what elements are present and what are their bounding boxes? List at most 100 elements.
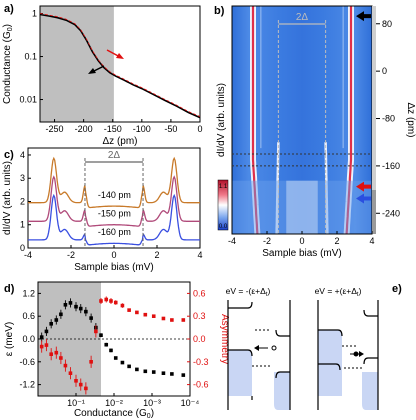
panel-a-ylabel: Conductance (G0) — [2, 24, 14, 104]
panel-d-point — [78, 306, 83, 311]
panel-a-label: a) — [4, 3, 14, 15]
panel-a: a) -250 -200 -150 -100 -50 0 1 0.1 0.01 Δz (pm)… — [2, 3, 203, 147]
panel-b-arrow-marker — [356, 193, 371, 204]
panel-d-point — [99, 333, 103, 337]
panel-d-ylabel: ε (meV) — [4, 322, 15, 356]
panel-c-gap-label: 2Δ — [108, 150, 121, 161]
panel-c-x-tick-label: 4 — [197, 250, 202, 260]
panel-b-ylabel: dI/dV (arb. units) — [216, 83, 227, 157]
panel-a-y-ticks: 1 0.1 0.01 — [19, 9, 43, 105]
right-arrow-head — [359, 351, 364, 357]
panel-a-y-tick-label: 0.01 — [19, 95, 37, 105]
panel-c-y-ticks: 0 1 2 3 4 — [20, 150, 31, 253]
panel-d-point — [94, 329, 98, 334]
panel-c-curve — [28, 193, 200, 246]
panel-a-xlabel: Δz (pm) — [102, 136, 137, 147]
panel-d-point — [99, 299, 103, 303]
panel-d-point — [68, 301, 73, 305]
panel-c-x-tick-label: 0 — [111, 250, 116, 260]
schematic-left-label: eV = -(ε+Δt) — [226, 286, 271, 298]
panel-b-x-tick-label: -4 — [228, 236, 236, 246]
panel-d-point — [39, 335, 44, 339]
panel-d-y2-tick-label: -0.6 — [193, 380, 209, 390]
panel-d-y-tick-label: 0.0 — [22, 334, 35, 344]
panel-a-x-tick-label: 0 — [197, 124, 202, 134]
panel-c-series-label: -150 pm — [98, 209, 131, 219]
panel-b-arrow-marker — [356, 181, 371, 192]
panel-d-point — [78, 382, 83, 387]
panel-b-x-tick-label: 0 — [299, 236, 304, 246]
panel-a-x-tick-label: -100 — [133, 124, 151, 134]
panel-d-y2-tick-label: 0.6 — [193, 288, 206, 298]
heatmap-center-region — [286, 180, 318, 234]
right-tip-dos — [318, 330, 342, 396]
panel-b-y2-tick-label: -240 — [382, 208, 400, 218]
panel-d-xlabel: Conductance (G0) — [74, 408, 154, 420]
panel-d-point — [161, 316, 166, 321]
panel-d-y-tick-label: 0.6 — [22, 311, 35, 321]
panel-b-axis-strip — [372, 6, 376, 234]
panel-a-x-tick-label: -150 — [104, 124, 122, 134]
panel-c-series-label: -140 pm — [98, 190, 131, 200]
panel-d-y-tick-label: -0.6 — [19, 357, 35, 367]
left-electron-icon — [271, 345, 277, 351]
schematic-right — [317, 300, 379, 410]
right-sample-outline — [363, 300, 379, 410]
panel-d-y-ticks: 1.2 0.6 0.0 -0.6 -1.2 — [19, 288, 41, 390]
panel-d-point — [54, 350, 59, 355]
panel-d-point — [39, 344, 44, 349]
panel-d-y2-tick-label: 0.0 — [193, 334, 206, 344]
panel-c-x-tick-label: 2 — [154, 250, 159, 260]
panel-b: b) — [214, 5, 416, 259]
panel-d-y2-tick-label: 0.3 — [193, 311, 206, 321]
panel-d-point — [74, 304, 78, 309]
panel-a-frame — [39, 5, 201, 123]
panel-a-shade — [40, 6, 114, 122]
panel-c-label: c) — [4, 149, 14, 161]
panel-d-point — [44, 329, 49, 334]
panel-d-point — [59, 312, 63, 317]
panel-a-red-arrow — [106, 49, 124, 59]
heatmap-peak-line — [345, 6, 353, 234]
panel-d-point — [63, 303, 68, 307]
panel-d-point — [59, 356, 63, 360]
panel-c-series-label: -160 pm — [98, 227, 131, 237]
panel-d-point — [143, 369, 148, 374]
panel-b-y2-tick-label: 0 — [382, 66, 387, 76]
left-tip-dos — [228, 350, 252, 396]
panel-c-curves — [28, 156, 200, 246]
panel-b-xlabel: Sample bias (mV) — [262, 248, 341, 259]
panel-c-legend: -140 pm -150 pm -160 pm — [98, 190, 131, 237]
panel-e-label: e) — [392, 283, 402, 295]
panel-b-y2label: Δz (pm) — [405, 102, 416, 137]
right-sample-dos — [362, 372, 378, 410]
panel-d-x-ticks: 10⁻¹ 10⁻² 10⁻³ 10⁻⁴ — [67, 393, 199, 408]
panel-d-label: d) — [4, 283, 15, 295]
colorbar-top-label: 1.1 — [219, 184, 228, 190]
panel-b-x-tick-label: 4 — [369, 236, 374, 246]
panel-d-point — [151, 370, 156, 374]
heatmap-features — [232, 6, 372, 234]
panel-d-point — [109, 348, 113, 353]
panel-c: c) -4 -2 0 2 4 0 1 2 3 4 2Δ -140 pm -150 pm -160 p… — [2, 147, 203, 273]
panel-c-y-tick-label: 4 — [20, 150, 25, 160]
panel-d-point — [120, 360, 125, 365]
panel-d-point — [127, 308, 131, 312]
panel-d-point — [89, 316, 93, 320]
panel-d-y-tick-label: 1.2 — [22, 288, 35, 298]
panel-d-point — [68, 371, 73, 375]
panel-a-black-arrow — [88, 65, 105, 74]
panel-c-curve — [28, 175, 200, 227]
panel-a-x-tick-label: -50 — [164, 124, 177, 134]
heatmap-peak-line — [251, 6, 259, 234]
panel-c-x-ticks: -4 -2 0 2 4 — [24, 245, 203, 260]
panel-d-point — [104, 342, 109, 347]
panel-b-y2-ticks: 80 0 -80 -160 -240 — [376, 19, 400, 218]
panel-a-curve-red — [39, 13, 201, 117]
panel-e: e) eV = -(ε+Δt) eV = +(ε+Δt) — [226, 283, 402, 410]
panel-a-curve — [39, 13, 201, 119]
panel-d-point — [151, 314, 156, 318]
panel-d-point — [54, 318, 59, 322]
panel-b-x-tick-label: 2 — [334, 236, 339, 246]
